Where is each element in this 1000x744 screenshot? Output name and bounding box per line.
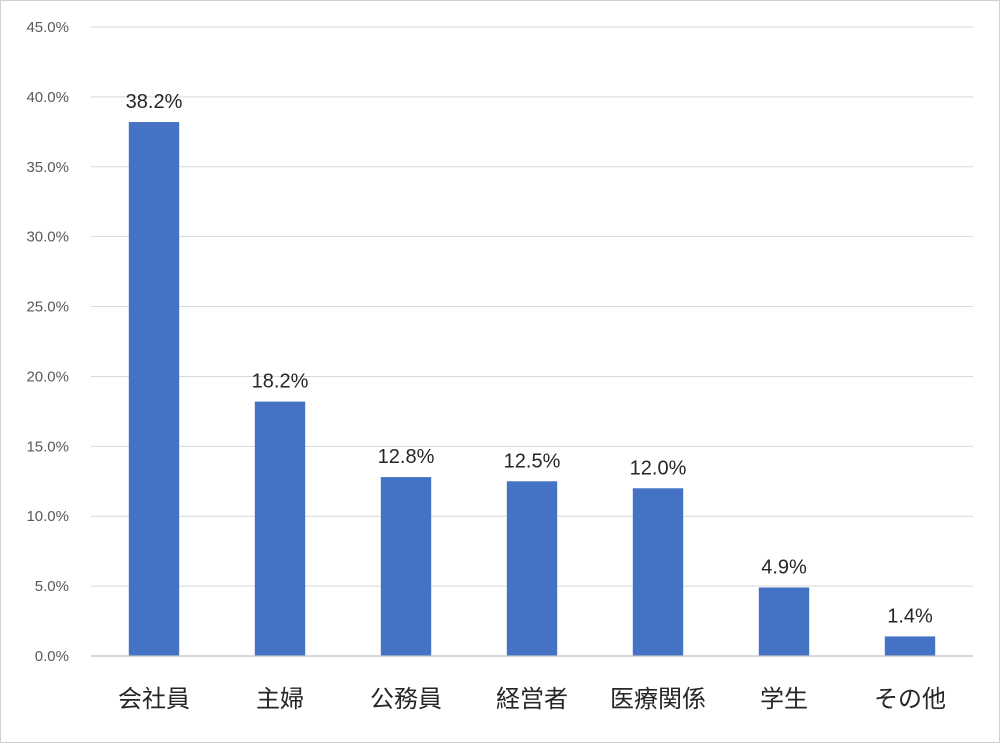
x-tick-label: 経営者 [496,685,568,713]
bar [254,401,306,656]
y-tick-label: 5.0% [35,578,69,595]
y-tick-label: 10.0% [26,508,69,525]
y-tick-label: 15.0% [26,438,69,455]
y-tick-label: 30.0% [26,229,69,246]
y-tick-label: 20.0% [26,368,69,385]
y-tick-label: 0.0% [35,648,69,665]
gridlines [91,26,973,587]
data-label: 12.5% [504,450,561,472]
y-tick-label: 45.0% [26,19,69,36]
x-tick-label: 学生 [760,685,808,713]
data-label: 12.8% [378,446,435,468]
data-label: 18.2% [252,371,309,393]
data-label: 12.0% [630,457,687,479]
x-tick-label: 会社員 [118,685,190,713]
x-tick-label: 公務員 [370,685,442,713]
data-labels: 38.2% 18.2% 12.8% 12.5% 12.0% 4.9% 1.4% [126,91,933,627]
y-tick-label: 35.0% [26,159,69,176]
y-tick-label: 40.0% [26,89,69,106]
bar [506,481,558,656]
bar [128,122,180,656]
bar [758,587,810,656]
data-label: 1.4% [887,605,933,627]
y-axis-ticks: 0.0% 5.0% 10.0% 15.0% 20.0% 25.0% 30.0% 35.0% 40… [26,19,69,665]
x-tick-label: その他 [874,685,946,713]
bar [884,636,936,656]
data-label: 38.2% [126,91,183,113]
data-label: 4.9% [761,557,807,579]
bar [380,477,432,656]
x-tick-label: 主婦 [256,685,304,713]
bars [128,122,936,656]
x-axis-categories: 会社員 主婦 公務員 経営者 医療関係 学生 その他 [118,685,946,713]
x-tick-label: 医療関係 [610,685,706,713]
bar [632,488,684,656]
y-tick-label: 25.0% [26,299,69,316]
